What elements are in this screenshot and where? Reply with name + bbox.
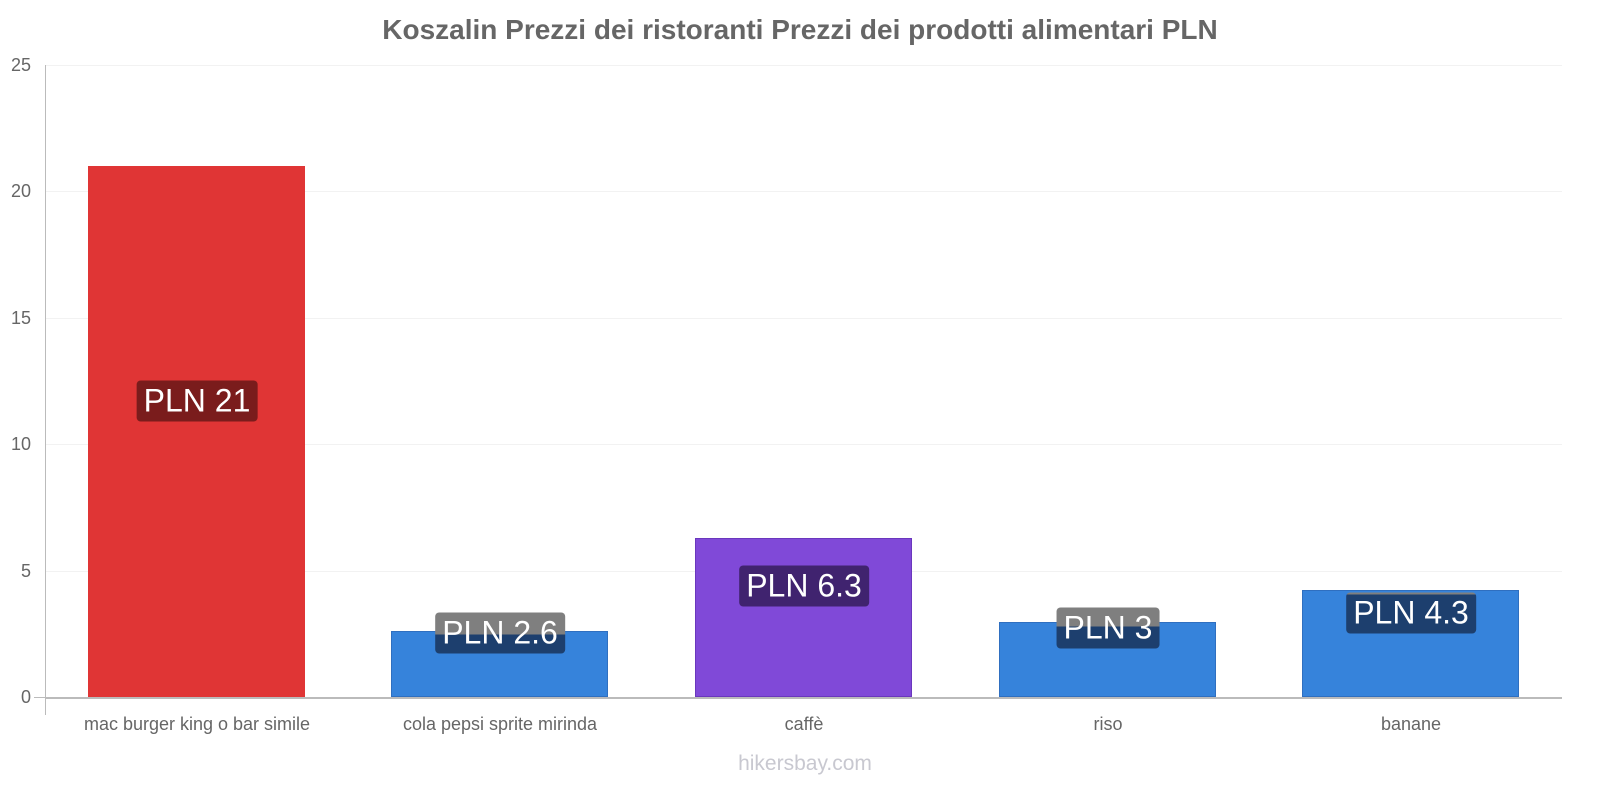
gridline [45, 191, 1562, 192]
y-tick-label: 10 [10, 434, 31, 454]
chart-title: Koszalin Prezzi dei ristoranti Prezzi de… [382, 14, 1218, 45]
watermark: hikersbay.com [738, 752, 872, 775]
bar-mac-burger[interactable] [88, 166, 305, 697]
x-axis [45, 697, 1562, 699]
x-tick-label: caffè [784, 714, 824, 734]
x-tick-label: mac burger king o bar simile [83, 714, 311, 734]
gridline [45, 65, 1562, 66]
data-label: PLN 21 [136, 380, 258, 422]
x-tick-label: riso [1093, 714, 1123, 734]
gridline [45, 444, 1562, 445]
bar-caffe[interactable] [695, 538, 912, 697]
data-label: PLN 3 [1056, 607, 1160, 649]
y-tick-label: 0 [20, 687, 31, 707]
gridline [45, 318, 1562, 319]
y-tick-label: 20 [10, 181, 31, 201]
y-tick-mark [34, 697, 45, 698]
y-tick-label: 5 [20, 561, 31, 581]
y-axis [45, 65, 46, 715]
y-tick-label: 15 [10, 308, 31, 328]
bar-riso[interactable] [999, 622, 1216, 697]
x-tick-label: cola pepsi sprite mirinda [402, 714, 598, 734]
y-tick-label: 25 [10, 55, 31, 75]
data-label: PLN 6.3 [739, 565, 869, 607]
x-tick-label: banane [1380, 714, 1442, 734]
data-label: PLN 2.6 [435, 612, 565, 654]
data-label: PLN 4.3 [1346, 592, 1476, 634]
